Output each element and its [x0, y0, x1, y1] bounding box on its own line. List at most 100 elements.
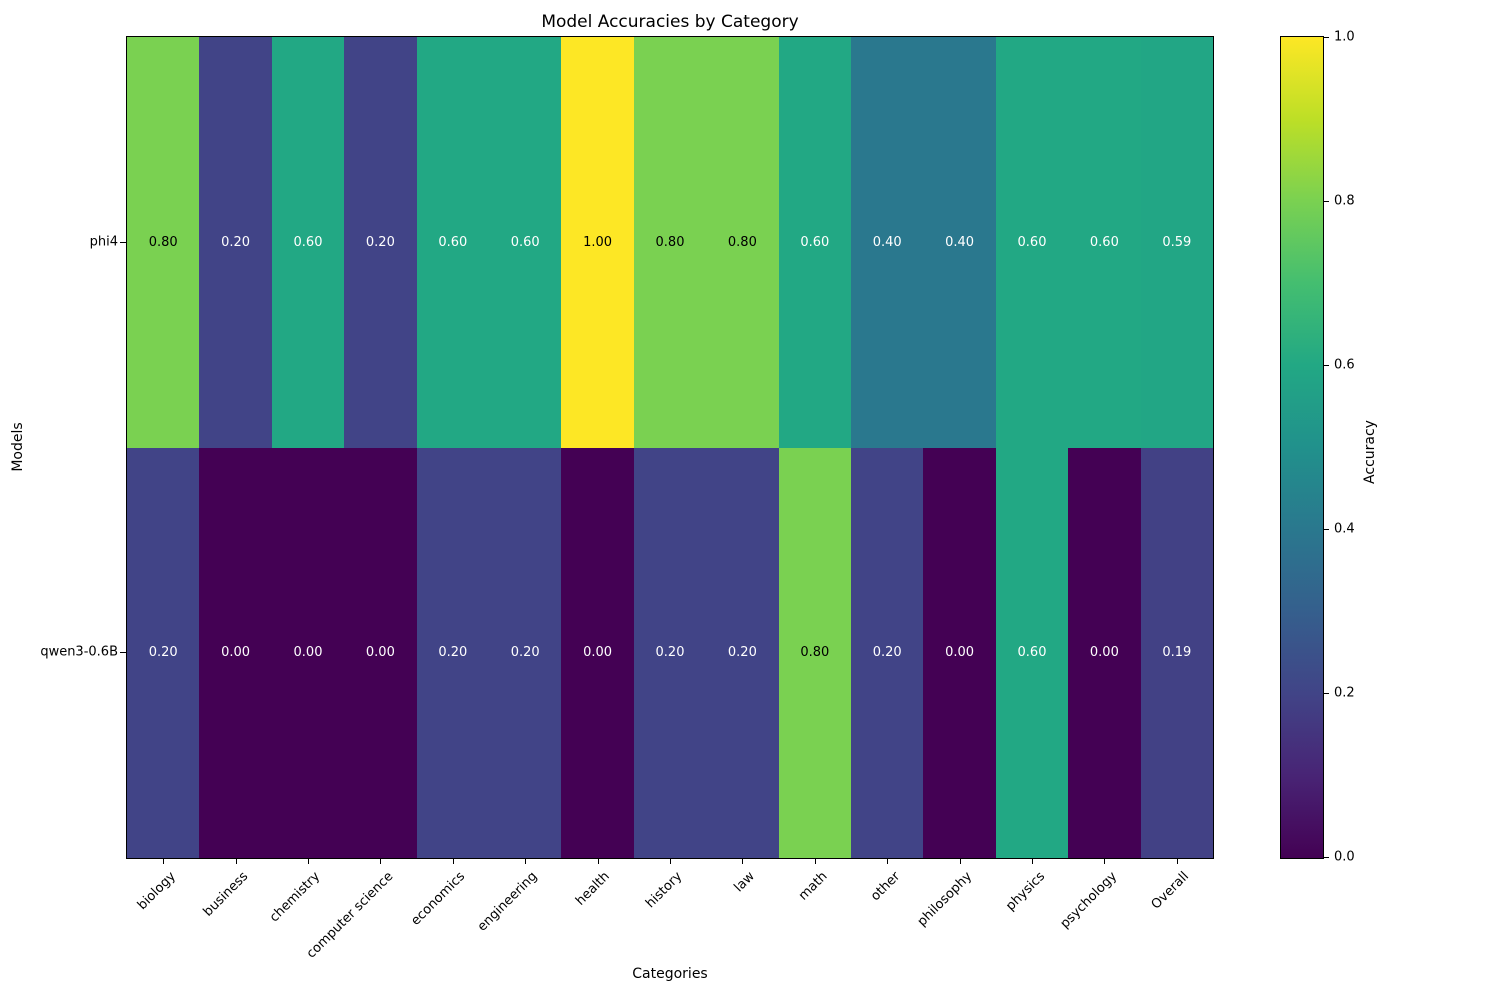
cell-qwen3-0.6B-other: 0.20: [851, 447, 924, 858]
cell-phi4-psychology: 0.60: [1068, 37, 1141, 448]
colorbar-tick-mark: [1323, 37, 1329, 38]
x-tick-mark: [959, 858, 961, 864]
cell-value: 0.20: [727, 645, 757, 661]
cell-phi4-law: 0.80: [706, 37, 779, 448]
colorbar-tick-label-1.0: 1.0: [1334, 29, 1355, 45]
category-label-history: history: [643, 869, 686, 912]
cell-phi4-engineering: 0.60: [489, 37, 562, 448]
x-tick-mark: [742, 858, 744, 864]
cell-value: 0.80: [727, 234, 757, 250]
colorbar-tick-mark: [1323, 693, 1329, 694]
colorbar-tick-label-0.8: 0.8: [1334, 193, 1355, 209]
cell-value: 0.60: [1017, 234, 1047, 250]
colorbar-tick-mark: [1323, 529, 1329, 530]
cell-value: 0.20: [365, 234, 395, 250]
cell-qwen3-0.6B-history: 0.20: [633, 447, 707, 858]
x-axis-label: Categories: [632, 966, 708, 982]
category-label-biology: biology: [134, 869, 179, 914]
cell-phi4-math: 0.60: [778, 37, 851, 448]
colorbar-tick-mark: [1323, 857, 1329, 858]
colorbar-tick-label-0.2: 0.2: [1334, 685, 1355, 701]
y-axis-label: Models: [10, 422, 26, 472]
x-tick-mark: [308, 858, 309, 864]
row-label-qwen3-0.6B: qwen3-0.6B: [40, 644, 118, 660]
x-tick-mark: [1104, 858, 1106, 864]
row-label-phi4: phi4: [89, 234, 118, 250]
colorbar: [1280, 36, 1324, 859]
cell-qwen3-0.6B-philosophy: 0.00: [923, 447, 996, 858]
x-tick-mark: [525, 858, 527, 864]
x-tick-mark: [670, 858, 671, 864]
colorbar-tick-label-0.6: 0.6: [1334, 357, 1355, 373]
x-tick-mark: [597, 858, 599, 864]
category-label-math: math: [795, 869, 831, 904]
colorbar-tick-mark: [1323, 365, 1329, 366]
cell-value: 0.00: [583, 645, 613, 661]
x-tick-mark: [452, 858, 454, 864]
category-label-health: health: [573, 869, 614, 909]
cell-qwen3-0.6B-computer-science: 0.00: [344, 447, 417, 858]
cell-value: 0.00: [221, 645, 251, 661]
cell-qwen3-0.6B-biology: 0.20: [127, 447, 200, 858]
x-tick-mark: [1032, 858, 1033, 864]
category-label-physics: physics: [1002, 869, 1048, 914]
cell-phi4-history: 0.80: [633, 37, 707, 448]
colorbar-gradient: [1281, 37, 1323, 858]
cell-value: 0.00: [293, 645, 323, 661]
cell-qwen3-0.6B-math: 0.80: [778, 447, 851, 858]
cell-value: 0.80: [800, 645, 830, 661]
category-label-business: business: [200, 869, 252, 920]
cell-value: 0.40: [945, 234, 975, 250]
cell-phi4-economics: 0.60: [416, 37, 489, 448]
cell-value: 0.60: [1089, 234, 1119, 250]
cell-phi4-computer-science: 0.20: [344, 37, 417, 448]
category-label-chemistry: chemistry: [267, 869, 324, 926]
cell-value: 0.20: [148, 645, 178, 661]
cell-value: 0.00: [945, 645, 975, 661]
cell-phi4-business: 0.20: [199, 37, 272, 448]
cell-qwen3-0.6B-Overall: 0.19: [1140, 447, 1213, 858]
cell-value: 1.00: [583, 234, 613, 250]
cell-qwen3-0.6B-engineering: 0.20: [489, 447, 562, 858]
x-tick-mark: [814, 858, 816, 864]
cell-value: 0.00: [1089, 645, 1119, 661]
colorbar-tick-label-0.0: 0.0: [1334, 849, 1355, 865]
cell-value: 0.20: [221, 234, 251, 250]
cell-phi4-biology: 0.80: [127, 37, 200, 448]
cell-qwen3-0.6B-psychology: 0.00: [1068, 447, 1141, 858]
cell-value: 0.20: [872, 645, 902, 661]
cell-value: 0.19: [1162, 645, 1192, 661]
cell-phi4-Overall: 0.59: [1140, 37, 1213, 448]
x-tick-mark: [380, 858, 382, 864]
y-tick-mark: [120, 242, 126, 243]
cell-qwen3-0.6B-business: 0.00: [199, 447, 272, 858]
category-label-psychology: psychology: [1057, 869, 1120, 932]
cell-qwen3-0.6B-physics: 0.60: [995, 447, 1069, 858]
cell-value: 0.20: [438, 645, 468, 661]
cell-value: 0.59: [1162, 234, 1192, 250]
category-label-engineering: engineering: [475, 869, 541, 935]
cell-value: 0.80: [148, 234, 178, 250]
cell-value: 0.40: [872, 234, 902, 250]
cell-qwen3-0.6B-chemistry: 0.00: [271, 447, 345, 858]
heatmap-grid: 0.80 0.20 0.60 0.20 0.60 0.60 1.00 0.80 0.80 0.60…: [126, 36, 1214, 859]
cell-value: 0.60: [1017, 645, 1047, 661]
category-label-philosophy: philosophy: [914, 869, 976, 930]
cell-phi4-chemistry: 0.60: [271, 37, 345, 448]
cell-phi4-other: 0.40: [851, 37, 924, 448]
x-tick-mark: [887, 858, 889, 864]
x-tick-mark: [163, 858, 165, 864]
category-label-economics: economics: [408, 869, 469, 929]
cell-qwen3-0.6B-health: 0.00: [561, 447, 634, 858]
cell-phi4-health: 1.00: [561, 37, 634, 448]
x-tick-mark: [1176, 858, 1178, 864]
y-tick-mark: [120, 652, 126, 653]
cell-qwen3-0.6B-law: 0.20: [706, 447, 779, 858]
category-label-law: law: [731, 869, 758, 896]
category-label-Overall: Overall: [1148, 869, 1193, 913]
x-tick-mark: [235, 858, 237, 864]
cell-value: 0.60: [510, 234, 540, 250]
chart-title: Model Accuracies by Category: [541, 12, 799, 32]
colorbar-label: Accuracy: [1362, 420, 1378, 484]
